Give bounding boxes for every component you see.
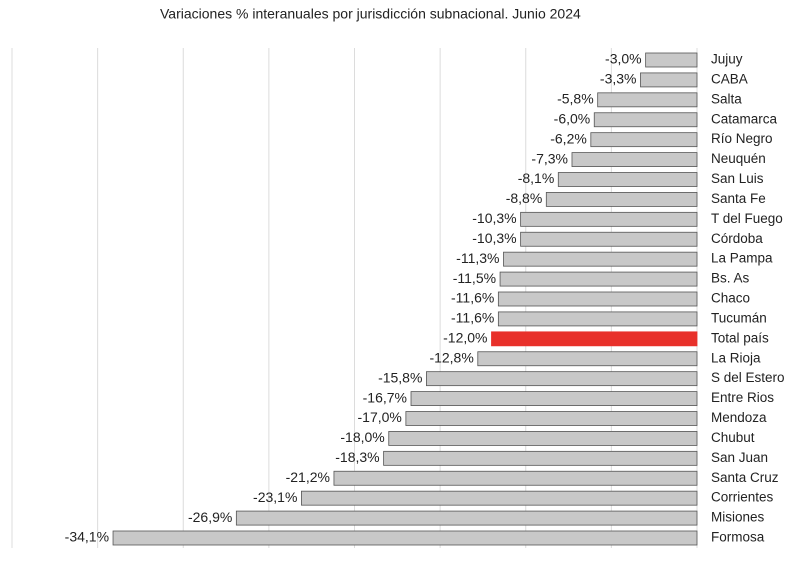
value-label: -23,1%: [253, 489, 297, 505]
bar: [645, 52, 698, 68]
value-label: -21,2%: [286, 469, 330, 485]
category-label: Misiones: [711, 510, 765, 525]
bar: [557, 172, 698, 187]
value-label: -8,1%: [518, 170, 555, 186]
value-label: -5,8%: [557, 91, 594, 107]
category-label: CABA: [711, 71, 748, 86]
category-label: Neuquén: [711, 151, 766, 166]
bar: [597, 92, 698, 108]
category-label: S del Estero: [711, 370, 785, 385]
category-label: Santa Fe: [711, 191, 766, 206]
bar: [571, 152, 698, 167]
value-label: -15,8%: [378, 369, 422, 385]
bar: [503, 251, 698, 267]
value-label: -3,0%: [605, 51, 642, 67]
value-label: -8,8%: [506, 190, 543, 206]
bar: [405, 411, 698, 426]
bar: [235, 510, 698, 526]
category-label: Río Negro: [711, 131, 773, 146]
bar: [640, 72, 698, 88]
bar: [497, 311, 698, 327]
bar: [545, 192, 698, 207]
value-label: -12,0%: [443, 330, 487, 346]
category-label: Jujuy: [711, 52, 743, 67]
bar: [112, 530, 698, 546]
value-label: -12,8%: [429, 349, 473, 365]
value-label: -6,0%: [554, 110, 591, 126]
category-label: Chubut: [711, 430, 755, 445]
category-label: Córdoba: [711, 231, 763, 246]
bar: [388, 431, 698, 446]
value-label: -18,3%: [335, 449, 379, 465]
category-label: San Juan: [711, 450, 768, 465]
bar: [301, 490, 698, 506]
category-label: Total país: [711, 330, 769, 345]
category-label: Chaco: [711, 291, 750, 306]
category-label: Santa Cruz: [711, 470, 779, 485]
value-label: -10,3%: [472, 230, 516, 246]
category-label: La Rioja: [711, 350, 761, 365]
value-label: -7,3%: [531, 150, 568, 166]
bar: [383, 450, 698, 466]
category-label: Entre Rios: [711, 390, 774, 405]
bar: [593, 112, 698, 128]
category-label: Formosa: [711, 530, 765, 545]
value-label: -10,3%: [472, 210, 516, 226]
category-label: Corrientes: [711, 490, 774, 505]
bar: [520, 211, 698, 227]
bar: [499, 271, 698, 287]
category-label: T del Fuego: [711, 211, 783, 226]
bar: [426, 371, 698, 387]
category-label: Salta: [711, 91, 742, 106]
value-label: -11,6%: [451, 290, 494, 306]
value-label: -16,7%: [363, 389, 407, 405]
value-label: -26,9%: [188, 509, 232, 525]
bar: [477, 351, 698, 367]
value-label: -3,3%: [600, 71, 637, 87]
chart-title: Variaciones % interanuales por jurisdicc…: [160, 6, 581, 22]
bar: [333, 470, 698, 486]
bar: [410, 391, 698, 406]
value-label: -17,0%: [358, 409, 402, 425]
value-label: -6,2%: [550, 130, 587, 146]
category-label: La Pampa: [711, 251, 773, 266]
bar: [491, 331, 698, 347]
value-label: -34,1%: [65, 529, 109, 545]
category-label: San Luis: [711, 171, 764, 186]
category-label: Mendoza: [711, 410, 767, 425]
bar: [520, 231, 698, 247]
value-label: -18,0%: [340, 429, 384, 445]
value-label: -11,3%: [456, 250, 499, 266]
category-label: Bs. As: [711, 271, 750, 286]
value-label: -11,6%: [451, 310, 494, 326]
bar: [497, 291, 698, 307]
category-label: Catamarca: [711, 111, 778, 126]
bar: [590, 132, 698, 148]
category-label: Tucumán: [711, 310, 767, 325]
value-label: -11,5%: [453, 270, 496, 286]
